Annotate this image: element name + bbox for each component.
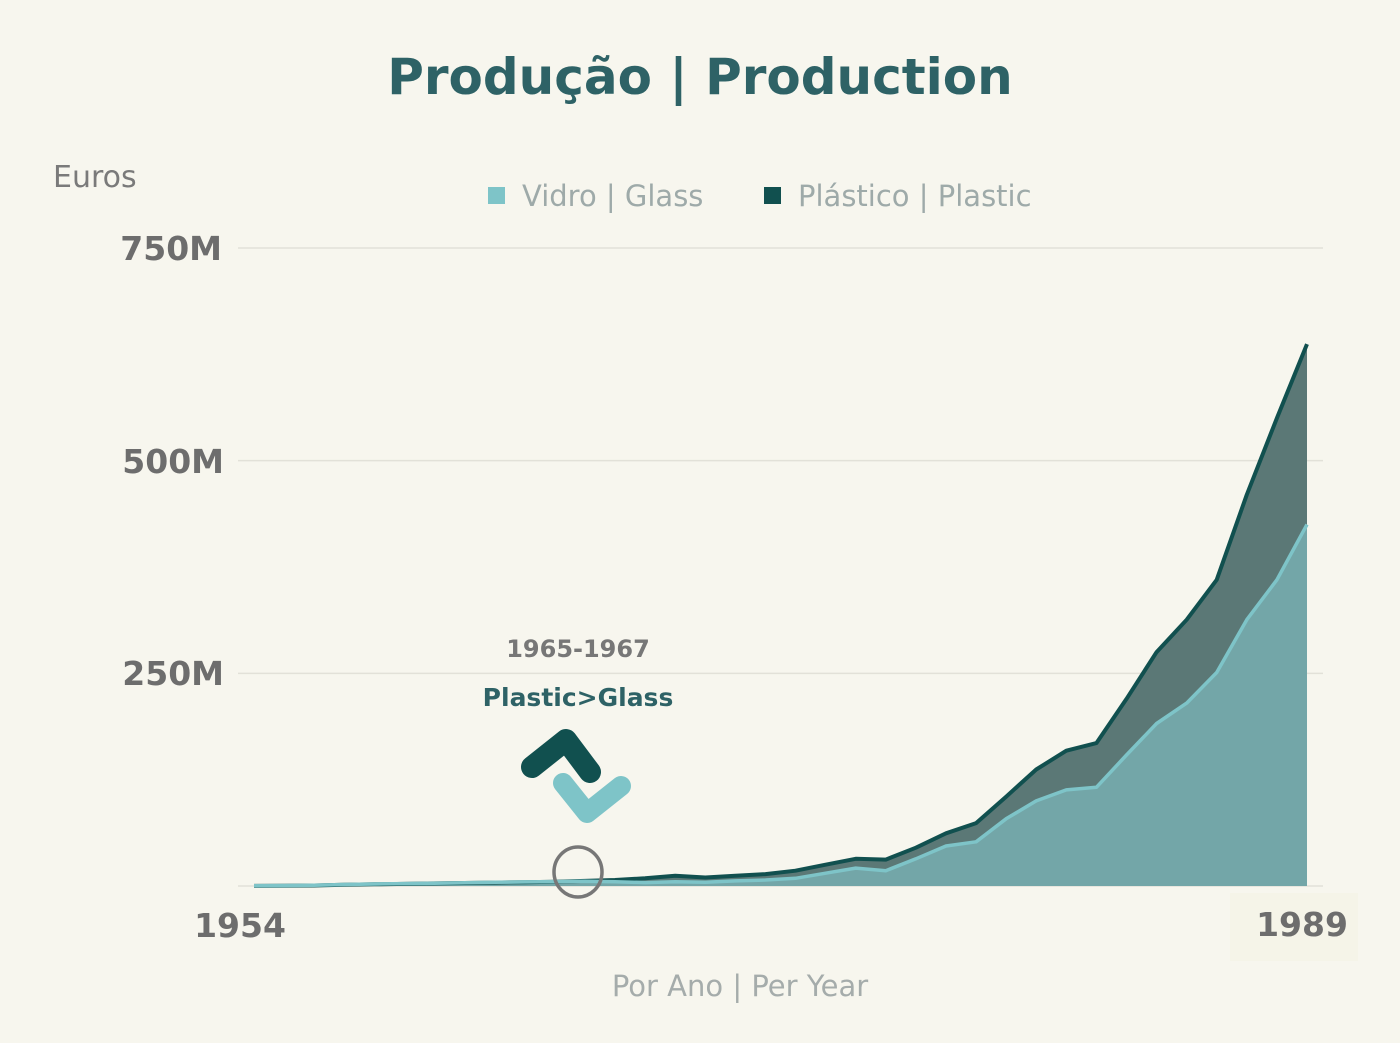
y-axis-label: Euros xyxy=(53,160,137,195)
annotation-text: Plastic>Glass xyxy=(483,683,674,712)
glass-series-area xyxy=(254,524,1307,886)
legend-label-glass: Vidro | Glass xyxy=(522,179,703,213)
highlight-circle xyxy=(552,845,604,899)
x-tick-label-start: 1954 xyxy=(194,906,286,945)
y-tick-label: 250M xyxy=(122,654,224,693)
annotation-period: 1965-1967 xyxy=(506,635,650,663)
x-tick-label-end: 1989 xyxy=(1256,905,1348,944)
annotation: 1965-1967 Plastic>Glass xyxy=(483,635,674,899)
legend: Vidro | Glass Plástico | Plastic xyxy=(488,179,1032,213)
chart-title: Produção | Production xyxy=(387,48,1013,106)
glass-series-line xyxy=(253,523,1309,888)
y-tick-label: 750M xyxy=(120,229,222,268)
arrow-up-icon xyxy=(521,729,601,783)
legend-label-plastic: Plástico | Plastic xyxy=(798,179,1032,213)
x-tick-label-bg xyxy=(1230,893,1358,961)
arrow-down-icon xyxy=(553,773,631,823)
legend-swatch-plastic xyxy=(764,187,781,204)
y-tick-labels: 750M 500M 250M xyxy=(120,229,224,693)
series-areas xyxy=(253,343,1309,888)
x-axis-label: Por Ano | Per Year xyxy=(612,969,868,1003)
legend-swatch-glass xyxy=(488,187,505,204)
y-tick-label: 500M xyxy=(122,442,224,481)
